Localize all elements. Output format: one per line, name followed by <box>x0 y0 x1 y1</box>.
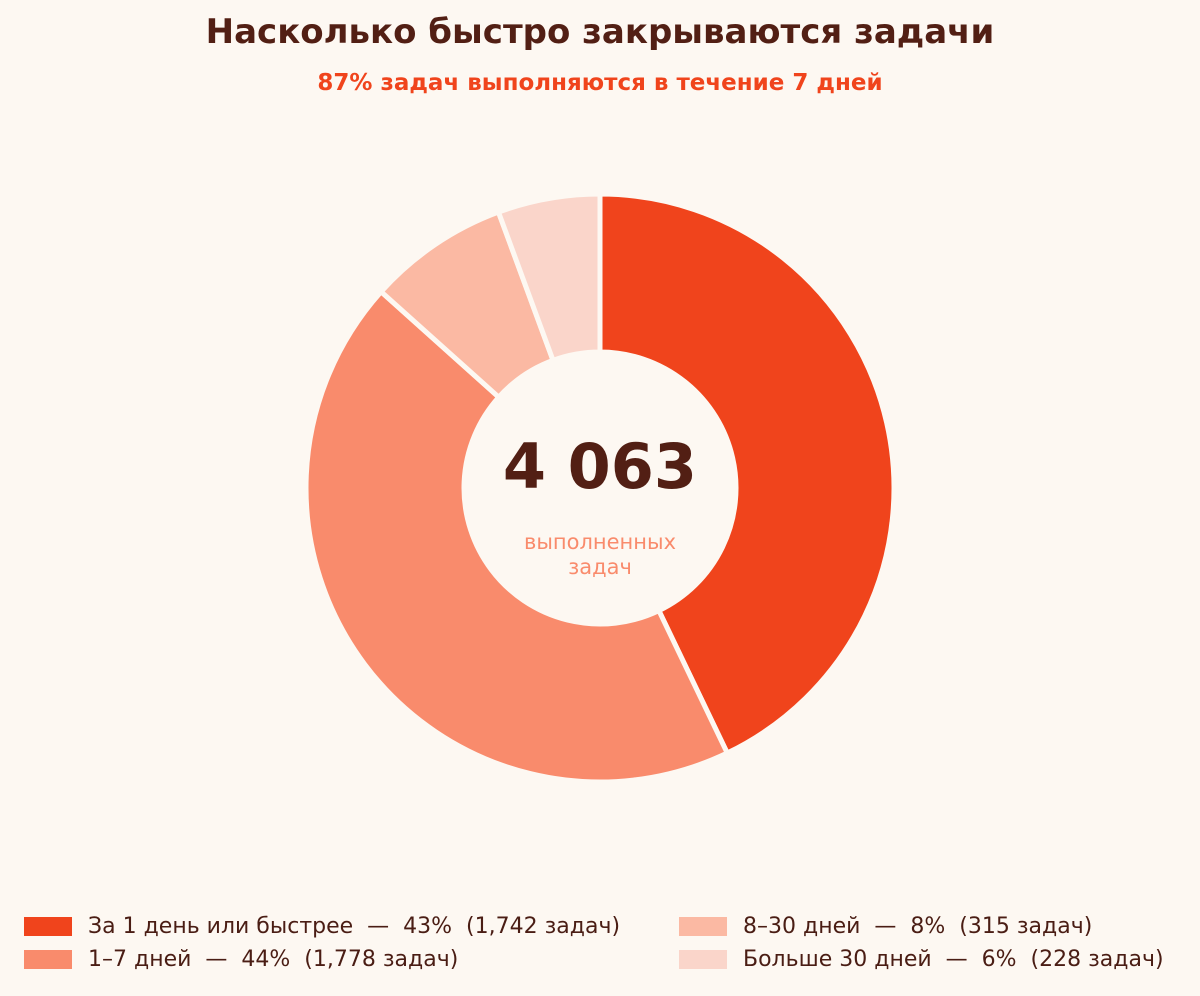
legend-swatch <box>679 916 727 936</box>
donut-slice-1-day <box>597 191 897 757</box>
center-label-line-2: задач <box>568 555 632 579</box>
chart-title: Насколько быстро закрываются задачи <box>205 12 995 52</box>
legend-label: За 1 день или быстрее — 43% (1,742 задач… <box>88 913 621 939</box>
legend-item-8-30-days: 8–30 дней — 8% (315 задач) <box>679 911 1092 941</box>
legend-swatch <box>679 949 727 969</box>
legend-item-over-30-days: Больше 30 дней — 6% (228 задач) <box>679 944 1164 974</box>
legend-label: Больше 30 дней — 6% (228 задач) <box>743 946 1164 972</box>
center-total-value: 4 063 <box>503 430 697 503</box>
donut-slice-over-30-days <box>495 191 603 364</box>
legend-label: 1–7 дней — 44% (1,778 задач) <box>88 946 459 972</box>
center-label-line-1: выполненных <box>524 530 676 554</box>
donut-slices <box>303 191 897 785</box>
legend-label: 8–30 дней — 8% (315 задач) <box>743 913 1093 939</box>
legend-item-1-day: За 1 день или быстрее — 43% (1,742 задач… <box>24 911 620 941</box>
legend-swatch <box>24 949 72 969</box>
legend-item-1-7-days: 1–7 дней — 44% (1,778 задач) <box>24 944 458 974</box>
donut-slice-1-7-days <box>303 288 731 785</box>
legend-swatch <box>24 916 72 936</box>
chart-subtitle: 87% задач выполняются в течение 7 дней <box>317 70 883 96</box>
